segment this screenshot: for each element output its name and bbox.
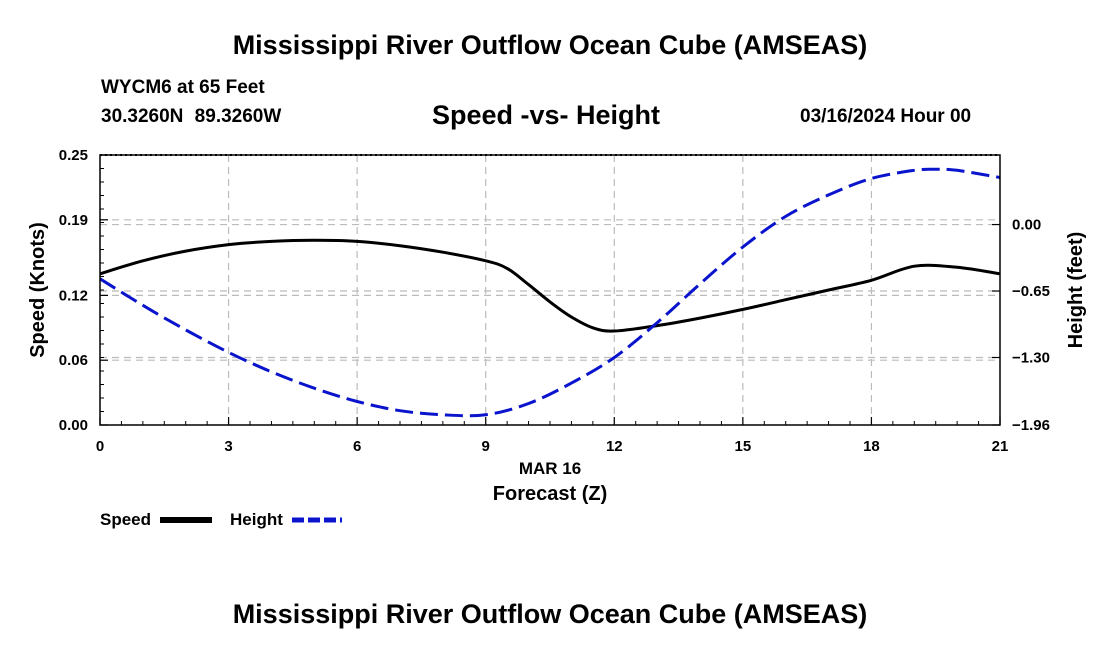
axes	[99, 154, 1001, 426]
y-tick-label: 0.25	[59, 147, 88, 164]
plot-frame	[99, 154, 1001, 426]
x-tick-label: 3	[224, 438, 232, 455]
y-tick-label: 0.12	[59, 287, 88, 304]
x-tick-label: 12	[606, 438, 623, 455]
legend-height-label: Height	[230, 510, 283, 529]
x-tick-label: 6	[353, 438, 361, 455]
series-line-speed	[99, 238, 1001, 333]
y-tick-label: 0.00	[59, 417, 88, 434]
series-layer	[99, 167, 1001, 418]
y-tick-label: 0.06	[59, 352, 88, 369]
y2-axis-label: Height (feet)	[1065, 232, 1087, 349]
x-axis-date-label: MAR 16	[519, 459, 581, 478]
x-axis-label: Forecast (Z)	[493, 483, 607, 505]
station-label: WYCM6 at 65 Feet	[101, 77, 265, 98]
y2-tick-label: 0.00	[1012, 217, 1041, 234]
footer-title: Mississippi River Outflow Ocean Cube (AM…	[232, 599, 868, 629]
grid-lines	[100, 155, 1000, 425]
x-tick-label: 18	[863, 438, 880, 455]
legend-speed-label: Speed	[100, 510, 152, 529]
x-tick-label: 9	[482, 438, 490, 455]
datetime-label: 03/16/2024 Hour 00	[800, 106, 972, 127]
ticks: 0 3 6 9 12 15 18 21 0.00 0.06 0.12 0.19 0.25 −1.96 −1.…	[59, 147, 1050, 455]
y2-tick-label: −0.65	[1012, 283, 1050, 300]
x-tick-label: 0	[96, 438, 104, 455]
coordinates-label: 30.3260N 89.3260W	[101, 106, 282, 127]
y-tick-label: 0.19	[59, 212, 88, 229]
chart-subtitle: Speed -vs- Height	[432, 100, 661, 130]
y2-tick-label: −1.30	[1012, 350, 1050, 367]
y2-tick-label: −1.96	[1012, 417, 1050, 434]
chart-title: Mississippi River Outflow Ocean Cube (AM…	[232, 30, 868, 60]
x-tick-label: 15	[735, 438, 752, 455]
y-axis-label: Speed (Knots)	[27, 222, 49, 358]
series-line-height	[99, 167, 1001, 418]
x-tick-label: 21	[992, 438, 1009, 455]
